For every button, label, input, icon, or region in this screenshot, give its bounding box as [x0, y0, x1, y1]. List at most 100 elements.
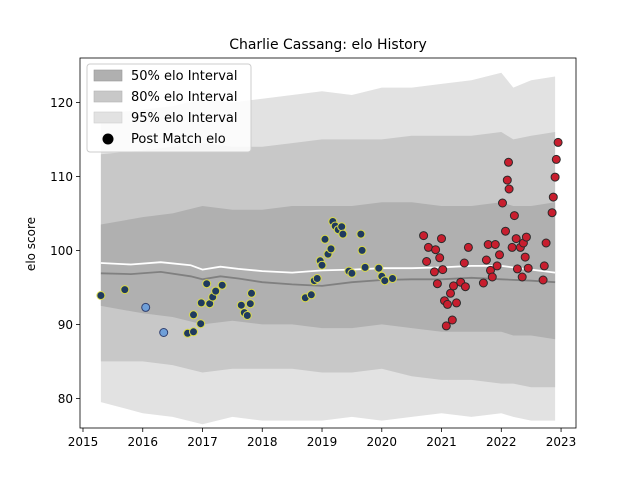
data-point [357, 245, 367, 255]
data-point [509, 211, 519, 221]
data-point [492, 261, 502, 271]
data-point [502, 175, 512, 185]
x-axis-ticks: 2015 2016 2017 2018 2019 2020 2021 2022 2023 [68, 428, 577, 449]
x-tick-label: 2020 [367, 435, 398, 449]
data-point [495, 250, 504, 260]
data-point [338, 229, 348, 239]
data-point [520, 252, 530, 262]
data-point [447, 315, 457, 325]
legend-label-post-match: Post Match elo [131, 132, 226, 147]
legend-label-95: 95% elo Interval [131, 111, 238, 126]
legend-label-80: 80% elo Interval [131, 90, 238, 105]
y-tick-label: 100 [50, 244, 73, 258]
data-point [507, 242, 517, 252]
data-point [501, 226, 510, 236]
data-point [553, 137, 563, 147]
data-point [452, 298, 461, 308]
data-point [388, 274, 397, 283]
data-point [419, 231, 429, 241]
y-axis-ticks: 80 90 100 110 120 [50, 96, 80, 406]
data-point [120, 285, 130, 295]
data-point [449, 281, 458, 291]
data-point [196, 319, 206, 329]
y-axis-label: elo score [24, 217, 38, 271]
data-point [96, 291, 106, 300]
x-tick-label: 2019 [307, 435, 338, 449]
x-tick-label: 2022 [486, 435, 517, 449]
x-tick-label: 2015 [68, 435, 99, 449]
data-point [236, 300, 246, 310]
data-point [380, 276, 390, 286]
data-point [202, 279, 212, 289]
data-point [498, 198, 507, 208]
data-point [541, 238, 551, 248]
data-point [517, 272, 527, 282]
x-tick-label: 2018 [247, 435, 278, 449]
data-point [356, 229, 366, 239]
legend-marker-post-match [102, 133, 114, 145]
y-tick-label: 110 [50, 170, 73, 184]
data-point [437, 234, 446, 244]
chart-title: Charlie Cassang: elo History [229, 37, 427, 53]
data-point [539, 261, 549, 271]
x-tick-label: 2016 [127, 435, 158, 449]
data-point [550, 172, 560, 182]
data-point [360, 262, 370, 272]
data-point [217, 280, 227, 290]
data-point [443, 299, 452, 309]
data-point [347, 268, 357, 278]
data-point [245, 299, 255, 309]
data-point [159, 328, 169, 337]
data-point [512, 264, 522, 274]
data-point [481, 255, 491, 265]
legend-label-50: 50% elo Interval [131, 69, 238, 84]
x-tick-label: 2021 [426, 435, 457, 449]
data-point [538, 275, 548, 285]
y-tick-label: 90 [58, 318, 73, 332]
data-point [312, 274, 322, 283]
data-point [463, 242, 473, 252]
y-tick-label: 120 [50, 96, 73, 110]
data-point [547, 208, 557, 218]
data-point [337, 222, 347, 232]
data-point [487, 272, 497, 282]
data-point [478, 278, 488, 288]
legend-swatch-95 [93, 111, 123, 124]
data-point [441, 321, 451, 331]
data-point [435, 253, 445, 263]
data-point [490, 240, 500, 249]
post-match-points [96, 137, 563, 338]
plot-area-frame [79, 57, 577, 429]
data-point [523, 263, 533, 273]
data-point [242, 311, 252, 320]
data-point [504, 157, 513, 167]
data-point [189, 327, 198, 337]
data-point [374, 263, 384, 273]
data-point [429, 267, 439, 277]
data-point [422, 257, 432, 266]
data-point [548, 192, 558, 202]
data-point [511, 234, 521, 244]
data-point [141, 302, 151, 312]
data-point [247, 288, 256, 298]
legend: 50% elo Interval 80% elo Interval 95% el… [86, 63, 252, 153]
data-point [504, 184, 514, 194]
data-point [438, 265, 448, 275]
data-point [446, 288, 455, 298]
data-point [326, 244, 336, 254]
series-line-1 [100, 270, 556, 287]
data-point [211, 286, 221, 296]
data-point [317, 260, 327, 270]
x-tick-label: 2023 [546, 435, 577, 449]
data-point [460, 282, 470, 292]
legend-swatch-80 [93, 90, 123, 103]
y-tick-label: 80 [58, 392, 73, 406]
data-point [459, 258, 469, 268]
legend-swatch-50 [93, 69, 123, 82]
legend-frame [86, 63, 252, 153]
data-point [306, 290, 316, 300]
data-point [432, 279, 442, 289]
data-point [551, 154, 561, 164]
data-point [189, 310, 198, 320]
